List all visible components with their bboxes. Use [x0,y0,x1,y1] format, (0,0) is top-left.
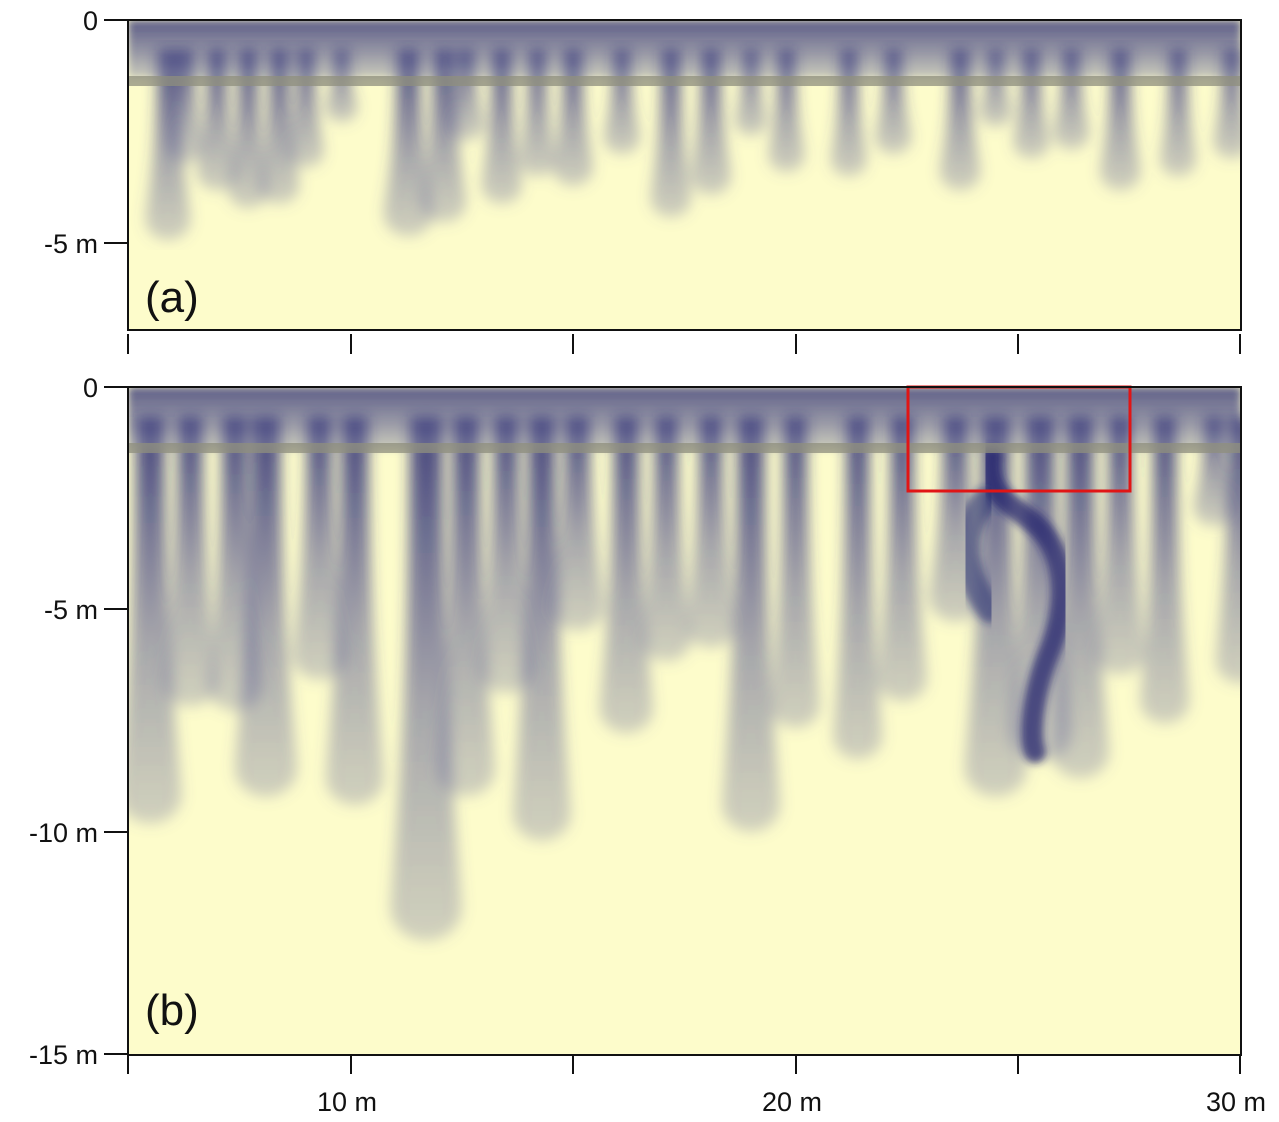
panel-a-plume-5 [288,50,324,168]
panel-b-y-tick-label-5: -5 m [44,595,98,625]
panel-a-plume-10 [481,50,522,205]
panel-a-plume-25 [1160,50,1196,177]
panel-b-plume-3 [234,417,298,797]
x-tick-label-30: 30 m [1206,1087,1266,1117]
panel-b-plume-13 [686,417,736,648]
panel-a-y-axis: 0 -5 m [44,6,128,259]
panel-a-surface-band [128,20,1241,78]
panel-a: 0 -5 m (a) [44,6,1242,331]
panel-a-clay-layer [128,76,1241,86]
panel-a-plume-7 [383,50,433,237]
panel-a-plume-9 [448,50,484,142]
panel-a-plume-14 [650,50,691,218]
panel-b-label: (b) [145,986,199,1035]
panel-b-y-tick-label-0: 0 [83,373,98,403]
panel-a-plume-13 [604,50,640,155]
panel-a-plume-22 [1013,50,1050,159]
panel-a-plume-16 [735,50,767,136]
panel-a-plume-2 [196,50,238,191]
panel-b-plume-14 [722,417,780,832]
panel-a-plume-12 [552,50,594,187]
panel-b-y-tick-label-10: -10 m [29,818,98,848]
panel-b-y-axis: 0 -5 m -10 m -15 m [29,373,128,1070]
panel-a-plume-6 [326,50,358,123]
panel-b-plume-15 [771,417,820,729]
panel-b: 0 -5 m -10 m -15 m (b) [29,373,1242,1070]
panel-b-plume-21 [1051,417,1110,779]
panel-a-plume-4 [259,50,300,204]
panel-b-plume-1 [163,417,217,707]
panel-b-curled-plume [978,444,1073,763]
panel-a-y-tick-label-5: -5 m [44,229,98,259]
panel-b-plume-20 [1009,417,1072,762]
panel-a-y-tick-label-0: 0 [83,6,98,36]
panel-b-plume-8 [479,417,533,694]
panel-b-y-tick-label-15: -15 m [29,1040,98,1070]
panel-b-clay-layer [128,443,1241,453]
panel-a-plumes [145,50,1241,241]
x-tick-label-20: 20 m [762,1087,822,1117]
panel-b-plume-23 [1140,417,1190,724]
panel-a-label: (a) [145,273,199,322]
panel-a-plume-17 [768,50,805,173]
panel-a-plume-8 [421,50,467,223]
panel-b-plume-4 [292,417,347,680]
panel-a-plume-24 [1100,50,1141,191]
panel-b-plume-5 [326,417,384,806]
panel-a-plume-19 [875,50,912,155]
panel-a-plume-20 [940,50,981,191]
panel-a-frame [127,19,1242,331]
panel-a-plume-15 [690,50,731,196]
panel-a-plume-0 [145,50,191,241]
panel-b-plume-7 [437,417,496,797]
panel-a-plume-1 [168,50,204,164]
panel-a-x-ticks [127,334,1241,354]
panel-b-plume-22 [1095,417,1145,675]
panel-b-plume-0 [128,417,182,824]
panel-b-plume-6 [390,417,462,941]
panel-b-surface-band [128,387,1241,449]
panel-b-plume-25 [1216,417,1241,684]
panel-b-plume-9 [512,417,571,841]
panel-a-plume-21 [980,50,1012,127]
panel-a-plume-3 [228,50,269,209]
panel-b-plume-12 [641,417,691,662]
panel-b-plume-11 [599,417,654,734]
panel-a-plume-18 [831,50,867,177]
panel-b-plume-17 [877,417,927,702]
panel-a-plume-11 [519,50,556,177]
x-tick-label-10: 10 m [317,1087,377,1117]
panel-b-plumes [128,417,1241,941]
panel-a-plume-23 [1053,50,1090,150]
panel-b-plume-10 [550,417,605,631]
x-axis: 10 m 20 m 30 m [127,1055,1266,1117]
panel-b-frame [127,386,1242,1056]
panel-b-curled-plume-left [953,487,1003,623]
panel-b-plume-16 [833,417,883,760]
panel-b-plume-24 [1193,417,1234,527]
